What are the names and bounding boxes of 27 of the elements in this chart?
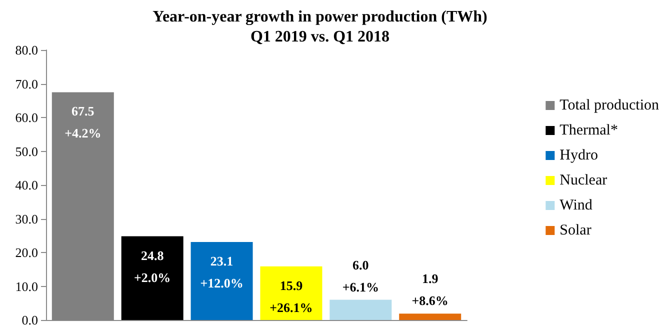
y-tick-label: 40.0: [15, 178, 38, 192]
bar: [260, 266, 322, 320]
legend-label: Hydro: [560, 148, 598, 164]
legend-label: Solar: [560, 222, 592, 238]
legend-label: Total production: [560, 98, 660, 114]
y-tick-label: 60.0: [15, 110, 38, 125]
bar: [330, 300, 392, 320]
data-label: 15.9 +26.1%: [270, 278, 313, 315]
bar: [121, 236, 184, 320]
legend-label: Wind: [560, 198, 593, 214]
data-label: 24.8 +2.0%: [134, 248, 171, 285]
data-label: 67.5 +4.2%: [64, 104, 102, 141]
chart-title: Year-on-year growth in power production (TWh) Q1 2019 vs. Q1 2018: [152, 8, 488, 46]
bar: [190, 242, 253, 320]
y-tick-label: 50.0: [15, 144, 38, 159]
y-tick-label: 30.0: [15, 211, 38, 226]
legend-label: Nuclear: [560, 172, 608, 188]
bar: [399, 314, 462, 320]
y-tick-label: 10.0: [15, 278, 38, 294]
data-label: 6.0 +6.1%: [342, 257, 379, 294]
y-tick-label: 20.0: [15, 245, 38, 260]
data-label: 1.9 +8.6%: [412, 271, 448, 308]
legend-label: Thermal*: [560, 122, 618, 138]
y-tick-label: 0.0: [22, 312, 38, 328]
y-tick-label: 80.0: [15, 42, 38, 58]
data-label: 23.1 +12.0%: [200, 254, 244, 291]
y-tick-label: 70.0: [15, 76, 38, 92]
